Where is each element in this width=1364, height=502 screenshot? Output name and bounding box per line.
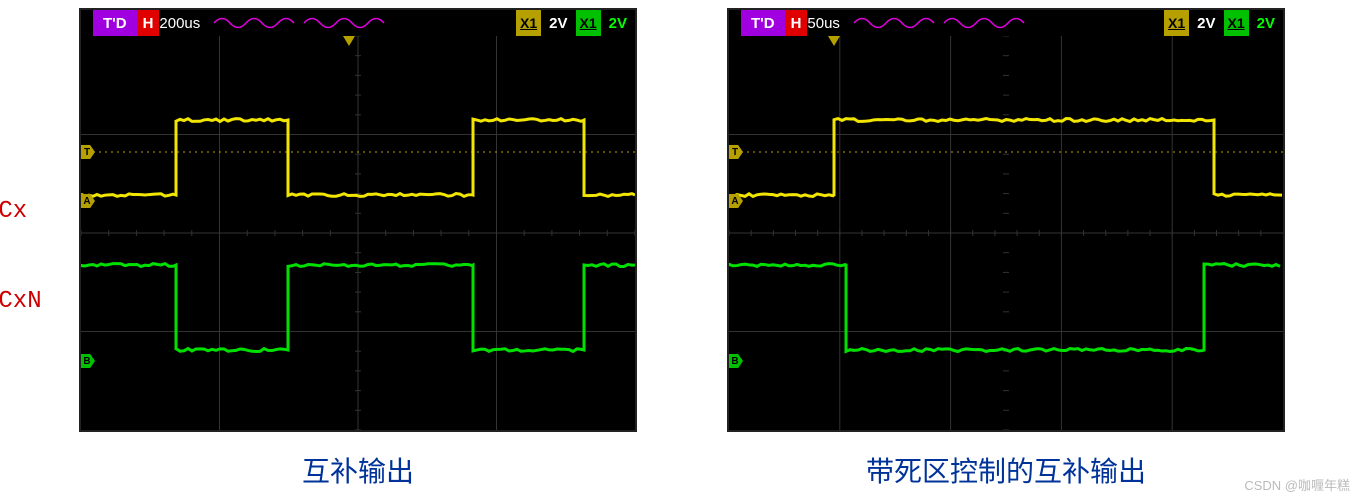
caption-right: 带死区控制的互补输出	[866, 450, 1146, 490]
caption-left: 互补输出	[302, 450, 414, 490]
ch2-scale: 2V	[601, 10, 635, 36]
label-ocx: OCx	[0, 198, 27, 225]
ch2-scale: 2V	[1249, 10, 1283, 36]
timebase-h: H	[137, 10, 160, 36]
toolbar-right: T'D H 50us X1 2V X1 2V	[729, 10, 1283, 36]
trigger-wave-preview	[848, 10, 1164, 36]
ch2-icon: X1	[576, 10, 601, 36]
waveform-canvas-left	[81, 36, 635, 430]
toolbar-left: T'D H 200us X1 2V X1 2V	[81, 10, 635, 36]
watermark: CSDN @咖喱年糕	[1244, 475, 1350, 494]
waveform-canvas-right	[729, 36, 1283, 430]
ch2-icon: X1	[1224, 10, 1249, 36]
oscilloscope-left: T'D H 200us X1 2V X1 2V T A B	[79, 8, 637, 432]
timebase-value: 50us	[807, 10, 848, 36]
label-ocxn: OCxN	[0, 288, 42, 315]
ch1-scale: 2V	[541, 10, 575, 36]
mode-td: T'D	[93, 10, 137, 36]
toolbar-spacer	[81, 10, 93, 36]
timebase-h: H	[785, 10, 808, 36]
oscilloscope-right: T'D H 50us X1 2V X1 2V T A B	[727, 8, 1285, 432]
toolbar-spacer	[729, 10, 741, 36]
mode-td: T'D	[741, 10, 785, 36]
ch1-scale: 2V	[1189, 10, 1223, 36]
wave-svg	[852, 12, 1042, 34]
wave-svg	[212, 12, 402, 34]
trigger-wave-preview	[208, 10, 516, 36]
scope-right-outer: T'D H 50us X1 2V X1 2V T A B	[727, 8, 1285, 432]
scope-left-outer: OCx OCxN T'D H 200us X1 2V X1 2V T A B	[79, 8, 637, 432]
ch1-icon: X1	[516, 10, 541, 36]
ch1-icon: X1	[1164, 10, 1189, 36]
timebase-value: 200us	[159, 10, 208, 36]
